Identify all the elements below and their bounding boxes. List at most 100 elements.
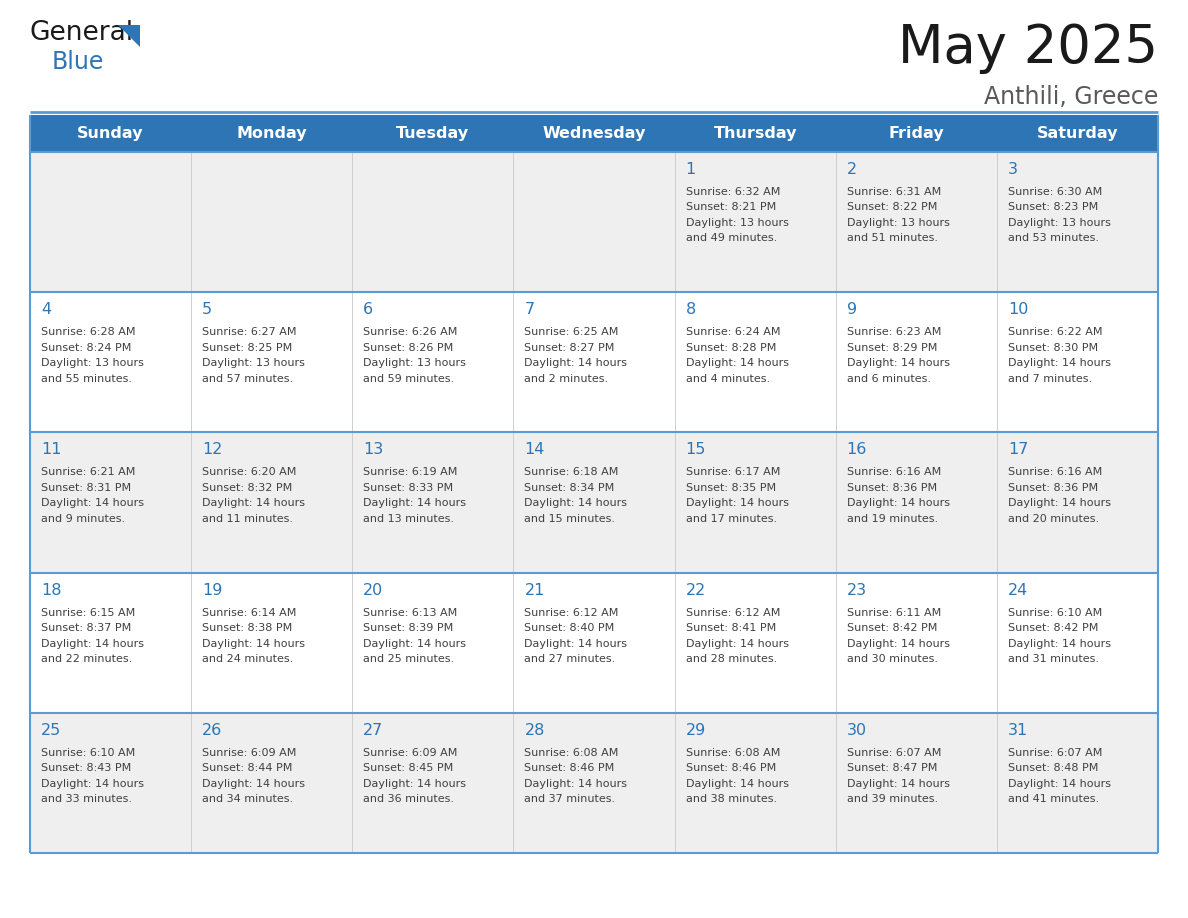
Text: Daylight: 14 hours: Daylight: 14 hours bbox=[685, 498, 789, 509]
Text: 25: 25 bbox=[42, 722, 62, 738]
Text: 10: 10 bbox=[1007, 302, 1029, 318]
Text: Daylight: 14 hours: Daylight: 14 hours bbox=[202, 498, 305, 509]
Text: and 34 minutes.: and 34 minutes. bbox=[202, 794, 293, 804]
Text: and 31 minutes.: and 31 minutes. bbox=[1007, 655, 1099, 664]
Text: Sunset: 8:36 PM: Sunset: 8:36 PM bbox=[1007, 483, 1098, 493]
Text: Sunset: 8:47 PM: Sunset: 8:47 PM bbox=[847, 763, 937, 773]
Text: Sunrise: 6:24 AM: Sunrise: 6:24 AM bbox=[685, 327, 781, 337]
Text: and 7 minutes.: and 7 minutes. bbox=[1007, 374, 1092, 384]
Text: Daylight: 14 hours: Daylight: 14 hours bbox=[524, 358, 627, 368]
Text: Sunrise: 6:09 AM: Sunrise: 6:09 AM bbox=[364, 748, 457, 757]
Text: 29: 29 bbox=[685, 722, 706, 738]
Text: Sunrise: 6:12 AM: Sunrise: 6:12 AM bbox=[524, 608, 619, 618]
Text: Sunrise: 6:28 AM: Sunrise: 6:28 AM bbox=[42, 327, 135, 337]
Text: 1: 1 bbox=[685, 162, 696, 177]
Text: and 36 minutes.: and 36 minutes. bbox=[364, 794, 454, 804]
Text: Daylight: 13 hours: Daylight: 13 hours bbox=[847, 218, 949, 228]
Text: and 57 minutes.: and 57 minutes. bbox=[202, 374, 293, 384]
Text: Daylight: 14 hours: Daylight: 14 hours bbox=[685, 639, 789, 649]
Text: Sunset: 8:26 PM: Sunset: 8:26 PM bbox=[364, 342, 454, 353]
Text: Daylight: 14 hours: Daylight: 14 hours bbox=[847, 778, 949, 789]
Text: Sunset: 8:35 PM: Sunset: 8:35 PM bbox=[685, 483, 776, 493]
Text: Sunset: 8:45 PM: Sunset: 8:45 PM bbox=[364, 763, 454, 773]
Text: Thursday: Thursday bbox=[713, 126, 797, 141]
Text: Daylight: 14 hours: Daylight: 14 hours bbox=[847, 639, 949, 649]
Text: Daylight: 14 hours: Daylight: 14 hours bbox=[202, 639, 305, 649]
Text: and 19 minutes.: and 19 minutes. bbox=[847, 514, 937, 524]
Text: Daylight: 14 hours: Daylight: 14 hours bbox=[42, 778, 144, 789]
Text: Daylight: 13 hours: Daylight: 13 hours bbox=[42, 358, 144, 368]
Text: Sunset: 8:27 PM: Sunset: 8:27 PM bbox=[524, 342, 615, 353]
Text: Sunrise: 6:12 AM: Sunrise: 6:12 AM bbox=[685, 608, 781, 618]
Text: Sunday: Sunday bbox=[77, 126, 144, 141]
Text: and 28 minutes.: and 28 minutes. bbox=[685, 655, 777, 664]
Text: Sunrise: 6:22 AM: Sunrise: 6:22 AM bbox=[1007, 327, 1102, 337]
Text: Sunset: 8:28 PM: Sunset: 8:28 PM bbox=[685, 342, 776, 353]
Text: Daylight: 13 hours: Daylight: 13 hours bbox=[202, 358, 305, 368]
Text: 8: 8 bbox=[685, 302, 696, 318]
Text: Friday: Friday bbox=[889, 126, 944, 141]
Bar bbox=[30, 573, 1158, 712]
Text: Sunrise: 6:08 AM: Sunrise: 6:08 AM bbox=[524, 748, 619, 757]
Text: 20: 20 bbox=[364, 583, 384, 598]
Bar bbox=[30, 432, 1158, 573]
Text: and 2 minutes.: and 2 minutes. bbox=[524, 374, 608, 384]
Text: 24: 24 bbox=[1007, 583, 1028, 598]
Text: Daylight: 14 hours: Daylight: 14 hours bbox=[524, 639, 627, 649]
Text: Sunrise: 6:18 AM: Sunrise: 6:18 AM bbox=[524, 467, 619, 477]
Text: and 9 minutes.: and 9 minutes. bbox=[42, 514, 125, 524]
Text: and 25 minutes.: and 25 minutes. bbox=[364, 655, 455, 664]
Text: and 59 minutes.: and 59 minutes. bbox=[364, 374, 455, 384]
Text: 22: 22 bbox=[685, 583, 706, 598]
Text: and 17 minutes.: and 17 minutes. bbox=[685, 514, 777, 524]
Text: and 51 minutes.: and 51 minutes. bbox=[847, 233, 937, 243]
Text: Sunrise: 6:07 AM: Sunrise: 6:07 AM bbox=[1007, 748, 1102, 757]
Text: and 53 minutes.: and 53 minutes. bbox=[1007, 233, 1099, 243]
Text: Sunrise: 6:19 AM: Sunrise: 6:19 AM bbox=[364, 467, 457, 477]
Text: 4: 4 bbox=[42, 302, 51, 318]
Text: Sunrise: 6:08 AM: Sunrise: 6:08 AM bbox=[685, 748, 781, 757]
Text: Sunrise: 6:14 AM: Sunrise: 6:14 AM bbox=[202, 608, 297, 618]
Text: Sunrise: 6:31 AM: Sunrise: 6:31 AM bbox=[847, 187, 941, 197]
Text: 21: 21 bbox=[524, 583, 545, 598]
Text: Daylight: 14 hours: Daylight: 14 hours bbox=[685, 778, 789, 789]
Bar bbox=[30, 115, 1158, 152]
Text: Sunset: 8:31 PM: Sunset: 8:31 PM bbox=[42, 483, 131, 493]
Text: 19: 19 bbox=[202, 583, 222, 598]
Text: Daylight: 14 hours: Daylight: 14 hours bbox=[524, 498, 627, 509]
Polygon shape bbox=[118, 25, 140, 47]
Text: and 55 minutes.: and 55 minutes. bbox=[42, 374, 132, 384]
Text: and 49 minutes.: and 49 minutes. bbox=[685, 233, 777, 243]
Text: Sunset: 8:42 PM: Sunset: 8:42 PM bbox=[1007, 623, 1098, 633]
Text: and 27 minutes.: and 27 minutes. bbox=[524, 655, 615, 664]
Text: Sunrise: 6:13 AM: Sunrise: 6:13 AM bbox=[364, 608, 457, 618]
Text: Daylight: 14 hours: Daylight: 14 hours bbox=[364, 778, 466, 789]
Text: 26: 26 bbox=[202, 722, 222, 738]
Text: Daylight: 14 hours: Daylight: 14 hours bbox=[524, 778, 627, 789]
Text: Sunrise: 6:20 AM: Sunrise: 6:20 AM bbox=[202, 467, 297, 477]
Text: Sunrise: 6:27 AM: Sunrise: 6:27 AM bbox=[202, 327, 297, 337]
Text: Daylight: 14 hours: Daylight: 14 hours bbox=[1007, 639, 1111, 649]
Text: 16: 16 bbox=[847, 442, 867, 457]
Text: Sunset: 8:34 PM: Sunset: 8:34 PM bbox=[524, 483, 614, 493]
Text: Sunset: 8:40 PM: Sunset: 8:40 PM bbox=[524, 623, 614, 633]
Text: and 22 minutes.: and 22 minutes. bbox=[42, 655, 132, 664]
Text: Daylight: 14 hours: Daylight: 14 hours bbox=[1007, 778, 1111, 789]
Text: Sunrise: 6:07 AM: Sunrise: 6:07 AM bbox=[847, 748, 941, 757]
Text: Sunset: 8:22 PM: Sunset: 8:22 PM bbox=[847, 203, 937, 212]
Text: 31: 31 bbox=[1007, 722, 1028, 738]
Bar bbox=[30, 292, 1158, 432]
Text: Sunrise: 6:17 AM: Sunrise: 6:17 AM bbox=[685, 467, 781, 477]
Text: Sunset: 8:25 PM: Sunset: 8:25 PM bbox=[202, 342, 292, 353]
Text: Sunrise: 6:16 AM: Sunrise: 6:16 AM bbox=[1007, 467, 1102, 477]
Text: Sunset: 8:42 PM: Sunset: 8:42 PM bbox=[847, 623, 937, 633]
Text: 30: 30 bbox=[847, 722, 867, 738]
Text: Saturday: Saturday bbox=[1037, 126, 1118, 141]
Text: Sunset: 8:39 PM: Sunset: 8:39 PM bbox=[364, 623, 454, 633]
Text: Daylight: 14 hours: Daylight: 14 hours bbox=[364, 639, 466, 649]
Text: Sunset: 8:21 PM: Sunset: 8:21 PM bbox=[685, 203, 776, 212]
Text: 12: 12 bbox=[202, 442, 222, 457]
Text: Sunset: 8:43 PM: Sunset: 8:43 PM bbox=[42, 763, 131, 773]
Text: Daylight: 14 hours: Daylight: 14 hours bbox=[685, 358, 789, 368]
Text: Daylight: 14 hours: Daylight: 14 hours bbox=[1007, 358, 1111, 368]
